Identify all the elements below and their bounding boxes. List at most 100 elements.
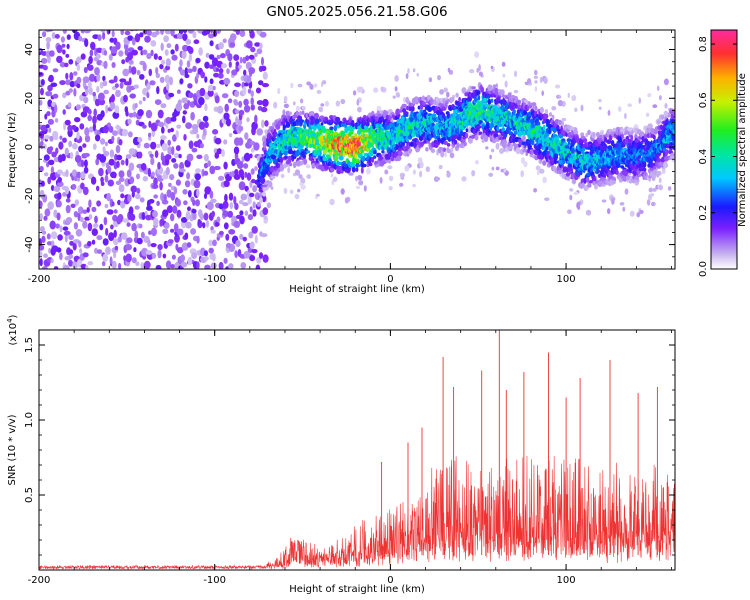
noise-cell (204, 186, 212, 195)
noise-cell (221, 63, 227, 69)
noise-cell (48, 159, 55, 166)
noise-cell (49, 50, 55, 57)
noise-cell (178, 168, 186, 173)
noise-cell (69, 80, 76, 88)
noise-cell (105, 246, 111, 255)
noise-cell (73, 88, 77, 97)
signal-cell (502, 142, 507, 149)
signal-cell (300, 160, 304, 166)
signal-cell (617, 136, 623, 143)
noise-cell (92, 34, 100, 40)
noise-cell (105, 104, 109, 114)
noise-cell (94, 98, 101, 107)
signal-cell (397, 150, 403, 157)
faint-cell (469, 69, 475, 74)
noise-cell (233, 195, 237, 205)
faint-cell (405, 73, 409, 79)
noise-cell (136, 237, 143, 245)
signal-cell (411, 106, 415, 112)
noise-cell (172, 134, 177, 142)
signal-cell (361, 156, 365, 161)
signal-cell (275, 170, 279, 177)
signal-cell (565, 132, 568, 137)
noise-cell (234, 82, 241, 88)
noise-cell (139, 32, 144, 38)
noise-cell (84, 127, 90, 137)
noise-cell (147, 136, 152, 141)
noise-cell (69, 152, 74, 159)
noise-cell (41, 235, 46, 243)
noise-cell (137, 137, 143, 143)
faint-cell (358, 86, 364, 93)
signal-cell (458, 96, 461, 103)
noise-cell (176, 32, 184, 40)
signal-cell (465, 128, 469, 133)
noise-cell (96, 73, 101, 82)
noise-cell (209, 30, 214, 34)
faint-cell (461, 87, 467, 94)
faint-cell (318, 106, 324, 113)
noise-cell (115, 41, 121, 50)
noise-cell (71, 30, 78, 34)
noise-cell (56, 44, 63, 54)
faint-cell (624, 112, 627, 120)
faint-cell (335, 100, 341, 107)
signal-cell (361, 163, 367, 168)
faint-cell (543, 77, 548, 84)
faint-cell (527, 78, 532, 85)
signal-cell (431, 122, 435, 127)
noise-cell (196, 154, 203, 159)
noise-cell (170, 213, 175, 222)
noise-cell (78, 240, 82, 248)
noise-cell (133, 111, 137, 118)
noise-cell (245, 75, 252, 84)
noise-cell (147, 239, 151, 248)
faint-cell (541, 90, 544, 96)
noise-cell (62, 137, 67, 143)
noise-cell (234, 202, 239, 210)
noise-cell (106, 192, 111, 202)
noise-cell (165, 58, 171, 67)
noise-cell (223, 112, 230, 120)
noise-cell (82, 220, 88, 229)
noise-cell (100, 138, 106, 145)
noise-cell (169, 174, 175, 181)
noise-cell (84, 134, 91, 143)
noise-cell (82, 186, 89, 196)
signal-cell (485, 122, 491, 129)
faint-cell (394, 75, 399, 82)
noise-cell (167, 239, 174, 244)
noise-cell (114, 105, 120, 114)
noise-cell (112, 130, 118, 136)
noise-cell (206, 201, 214, 211)
noise-cell (79, 248, 83, 254)
signal-cell (549, 112, 552, 117)
noise-cell (210, 229, 216, 234)
noise-cell (140, 231, 145, 239)
noise-cell (57, 181, 64, 187)
noise-cell (218, 68, 224, 74)
signal-cell (508, 102, 512, 106)
faint-cell (399, 182, 404, 187)
noise-cell (88, 126, 95, 133)
noise-cell (190, 228, 197, 235)
signal-cell (542, 124, 546, 131)
noise-cell (80, 171, 86, 180)
signal-cell (486, 94, 491, 99)
noise-cell (207, 160, 212, 167)
noise-cell (173, 223, 179, 233)
faint-cell (388, 175, 394, 182)
signal-cell (581, 150, 585, 155)
noise-cell (203, 121, 209, 129)
noise-cell (109, 256, 113, 265)
faint-cell (576, 201, 581, 209)
noise-cell (115, 124, 120, 130)
noise-cell (170, 191, 176, 201)
signal-cell (446, 112, 451, 119)
signal-cell (534, 106, 538, 111)
noise-cell (204, 61, 210, 69)
noise-cell (128, 77, 132, 86)
noise-cell (92, 223, 99, 228)
noise-cell (72, 142, 78, 150)
noise-cell (92, 91, 96, 97)
